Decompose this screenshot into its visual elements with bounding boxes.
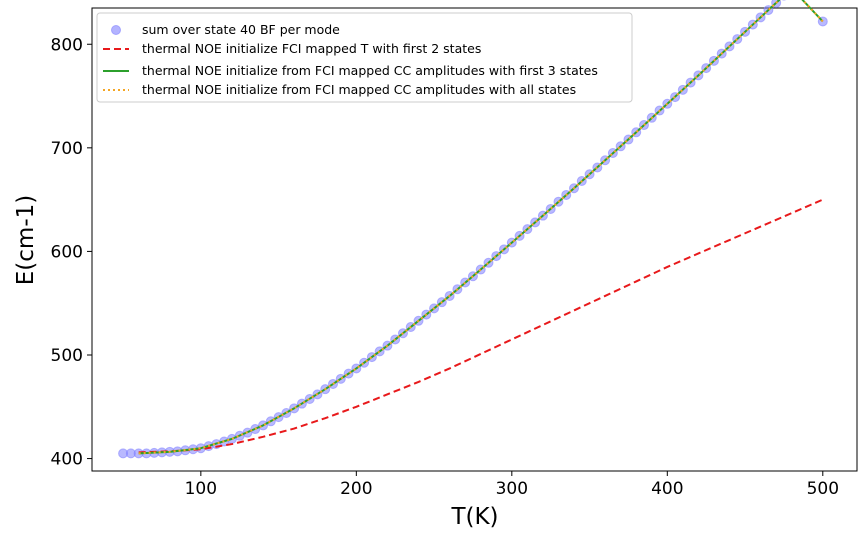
series-line-thermal-noe-initialize-fci-mapped-t-with-first-2-states [138, 198, 824, 454]
y-tick-label: 500 [51, 346, 83, 366]
legend: sum over state 40 BF per mode thermal NO… [96, 12, 633, 103]
y-axis-label: E(cm-1) [13, 195, 39, 285]
x-tick-label: 400 [651, 479, 683, 499]
y-tick-label: 800 [51, 35, 83, 55]
x-tick-label: 300 [496, 479, 528, 499]
x-tick-label: 200 [340, 479, 372, 499]
series-layer [118, 0, 828, 459]
legend-marker-sum-over-state [111, 25, 121, 35]
y-tick-label: 400 [51, 450, 83, 470]
series-line-thermal-noe-initialize-from-fci-mapped-cc-amplitudes-with-first-3-states [138, 0, 824, 455]
legend-label-sum-over-state: sum over state 40 BF per mode [142, 22, 340, 37]
tick-layer: 100 200 300 400 500 400 500 600 700 800 [51, 35, 839, 499]
y-tick-label: 600 [51, 242, 83, 262]
x-axis-label: T(K) [450, 504, 498, 530]
legend-label-thermal-2-states: thermal NOE initialize FCI mapped T with… [142, 41, 481, 56]
legend-box [96, 12, 633, 103]
legend-label-cc-3-states: thermal NOE initialize from FCI mapped C… [142, 63, 598, 78]
y-tick-label: 700 [51, 139, 83, 159]
legend-label-cc-all-states: thermal NOE initialize from FCI mapped C… [142, 82, 576, 97]
x-tick-label: 100 [185, 479, 217, 499]
x-tick-label: 500 [807, 479, 839, 499]
